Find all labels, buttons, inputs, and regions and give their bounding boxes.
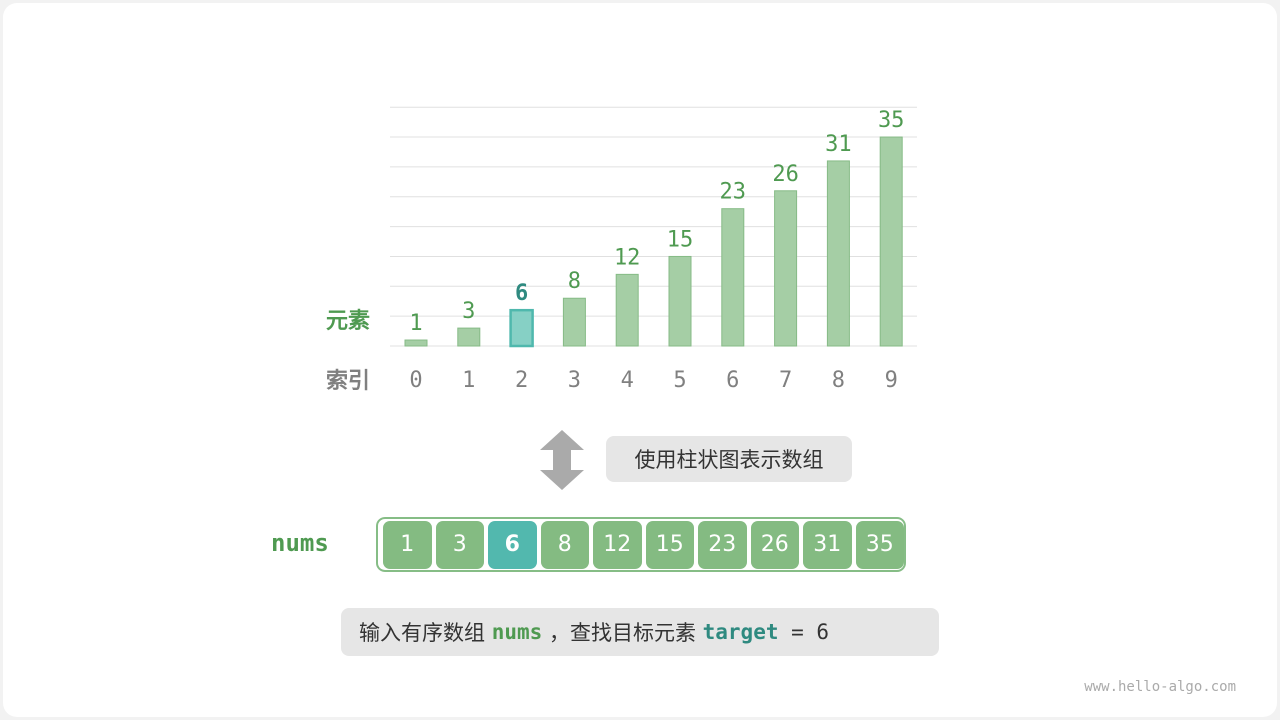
double-arrow-icon xyxy=(540,430,584,490)
bar xyxy=(826,160,850,347)
array-cell: 35 xyxy=(855,520,904,569)
value-row-label: 元素 xyxy=(326,309,371,334)
caption-label: 使用柱状图表示数组 xyxy=(606,436,852,482)
note-prefix: 输入有序数组 xyxy=(359,621,492,645)
index-tick-label: 2 xyxy=(515,368,528,393)
array-cell: 23 xyxy=(698,520,747,569)
array-cell: 26 xyxy=(750,520,799,569)
bar-value-label: 26 xyxy=(772,162,799,187)
index-tick-label: 1 xyxy=(462,368,475,393)
index-tick-label: 5 xyxy=(673,368,686,393)
index-tick-label: 9 xyxy=(885,368,898,393)
index-tick-label: 4 xyxy=(621,368,634,393)
note-middle: ，查找目标元素 xyxy=(542,621,703,645)
index-row-label: 索引 xyxy=(326,369,371,394)
bar-value-label: 23 xyxy=(720,180,747,205)
array-cell: 15 xyxy=(645,520,694,569)
note-var-target: target xyxy=(702,620,779,644)
array-cell: 8 xyxy=(540,520,589,569)
array-cell: 6 xyxy=(488,520,537,569)
bar-value-label: 12 xyxy=(614,245,641,270)
array-cell: 1 xyxy=(383,520,432,569)
bar-value-label: 6 xyxy=(515,281,528,306)
index-tick-label: 7 xyxy=(779,368,792,393)
array-cell: 31 xyxy=(803,520,852,569)
bar xyxy=(668,255,692,347)
footer-url: www.hello-algo.com xyxy=(1084,679,1236,695)
index-tick-label: 8 xyxy=(832,368,845,393)
bar xyxy=(721,208,745,347)
array-name: nums xyxy=(271,529,329,557)
index-tick-label: 0 xyxy=(409,368,422,393)
bar xyxy=(509,308,534,348)
index-tick-label: 6 xyxy=(726,368,739,393)
description-note: 输入有序数组 nums ，查找目标元素 target = 6 xyxy=(341,608,939,656)
array-cell: 3 xyxy=(435,520,484,569)
bar-value-label: 15 xyxy=(667,227,694,252)
array-cell: 12 xyxy=(593,520,642,569)
note-suffix: = 6 xyxy=(778,620,830,644)
bar-value-label: 35 xyxy=(878,108,905,133)
bar xyxy=(879,136,903,347)
bar-value-label: 1 xyxy=(409,311,422,336)
index-tick-label: 3 xyxy=(568,368,581,393)
bar xyxy=(774,190,798,347)
bar-value-label: 3 xyxy=(462,299,475,324)
diagram-card: 1 0 3 1 6 2 8 3 12 4 15 5 23 6 26 7 31 8 35 9 元素 索引 使用柱状图表示… xyxy=(3,3,1277,717)
bar xyxy=(615,273,639,347)
bar-value-label: 8 xyxy=(568,269,581,294)
bar xyxy=(457,327,481,347)
bar xyxy=(562,297,586,347)
bar-value-label: 31 xyxy=(825,132,852,157)
note-var-nums: nums xyxy=(491,620,543,644)
array-box: 1 3 6 8 12 15 23 26 31 35 xyxy=(376,517,906,572)
bar xyxy=(404,339,428,347)
